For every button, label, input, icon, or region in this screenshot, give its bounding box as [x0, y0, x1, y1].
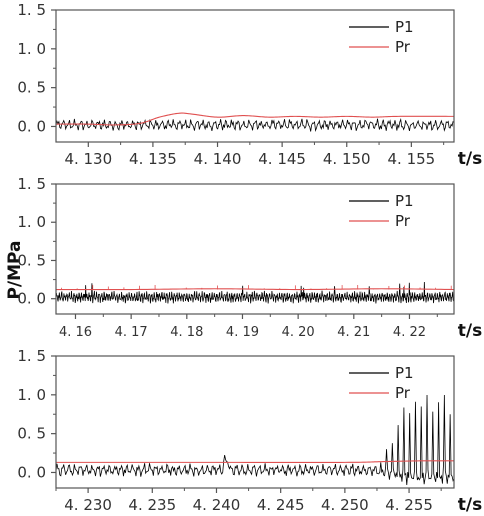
x-tick-label: 4. 17	[115, 325, 148, 340]
series-line-pr	[56, 460, 454, 463]
panel-1: 0. 0 0. 5 1. 0 1. 5 4. 130 4. 135 4. 140 4. 145…	[17, 1, 482, 169]
x-tick-label: 4. 250	[321, 496, 369, 514]
x-tick-label: 4. 155	[387, 150, 435, 168]
x-tick-label: 4. 230	[64, 496, 112, 514]
y-tick-label: 0. 0	[17, 117, 46, 135]
y-tick-label: 0. 5	[17, 425, 46, 443]
y-tick-label: 1. 0	[17, 40, 46, 58]
y-tick-label: 0. 5	[17, 251, 46, 269]
x-tick-label: 4. 16	[59, 325, 92, 340]
legend-label-pr: Pr	[395, 38, 411, 56]
x-tick-label: 4. 18	[170, 325, 203, 340]
series-line-p1	[56, 282, 454, 304]
x-tick-label: 4. 240	[193, 496, 241, 514]
y-tick-label: 1. 0	[17, 386, 46, 404]
x-tick-label: 4. 150	[323, 150, 371, 168]
legend-label-pr: Pr	[395, 384, 411, 402]
x-axis-unit: t/s	[458, 495, 482, 515]
series-line-pr	[56, 288, 454, 291]
y-tick-label: 0. 5	[17, 79, 46, 97]
series-line-p1	[56, 394, 454, 486]
x-tick-label: 4. 140	[194, 150, 242, 168]
series-line-p1	[56, 118, 454, 132]
x-tick-label: 4. 135	[129, 150, 177, 168]
legend-label-p1: P1	[395, 364, 414, 382]
x-tick-label: 4. 235	[128, 496, 176, 514]
x-axis-unit: t/s	[458, 149, 482, 169]
y-tick-label: 1. 5	[17, 1, 46, 19]
legend-label-p1: P1	[395, 192, 414, 210]
panel-2: 0. 0 0. 5 1. 0 1. 5 4. 16 4. 17 4. 18 4. 19 4. 2…	[17, 175, 482, 341]
legend-label-p1: P1	[395, 18, 414, 36]
y-tick-label: 1. 0	[17, 213, 46, 231]
x-tick-label: 4. 19	[226, 325, 259, 340]
series-line-pr	[56, 112, 454, 126]
x-tick-label: 4. 130	[64, 150, 112, 168]
plot-frame	[55, 9, 455, 143]
x-tick-label: 4. 20	[282, 325, 315, 340]
plot-frame	[55, 183, 455, 315]
panel-3: 0. 0 0. 5 1. 0 1. 5 4. 230 4. 235 4. 240 4. 245…	[17, 347, 482, 515]
x-axis-unit: t/s	[458, 321, 482, 341]
x-tick-label: 4. 245	[257, 496, 305, 514]
y-tick-label: 0. 0	[17, 463, 46, 481]
y-tick-label: 1. 5	[17, 347, 46, 365]
y-tick-label: 0. 0	[17, 290, 46, 308]
y-axis-label: P/MPa	[5, 240, 25, 299]
x-tick-label: 4. 255	[385, 496, 433, 514]
legend-label-pr: Pr	[395, 212, 411, 230]
y-tick-label: 1. 5	[17, 175, 46, 193]
plot-frame	[55, 355, 455, 489]
x-tick-label: 4. 22	[393, 325, 426, 340]
x-tick-label: 4. 145	[258, 150, 306, 168]
x-tick-label: 4. 21	[337, 325, 370, 340]
